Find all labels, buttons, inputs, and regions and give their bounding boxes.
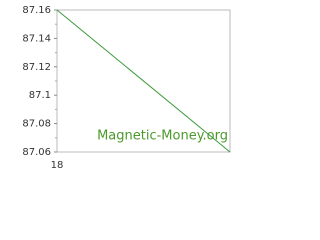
y-tick-label: 87.16 xyxy=(22,5,51,16)
y-tick-label: 87.06 xyxy=(22,147,51,158)
line xyxy=(56,9,231,153)
y-tick-label: 87.12 xyxy=(22,62,51,73)
y-tick-label: 87.1 xyxy=(29,90,51,101)
x-tick-label: 18 xyxy=(51,160,64,171)
y-tick-label: 87.14 xyxy=(22,33,51,44)
chart: Magnetic-Money.org 87.06 87.08 87.1 87.12 87… xyxy=(22,5,231,171)
y-tick-label: 87.08 xyxy=(22,119,51,130)
watermark: Magnetic-Money.org xyxy=(97,129,228,144)
